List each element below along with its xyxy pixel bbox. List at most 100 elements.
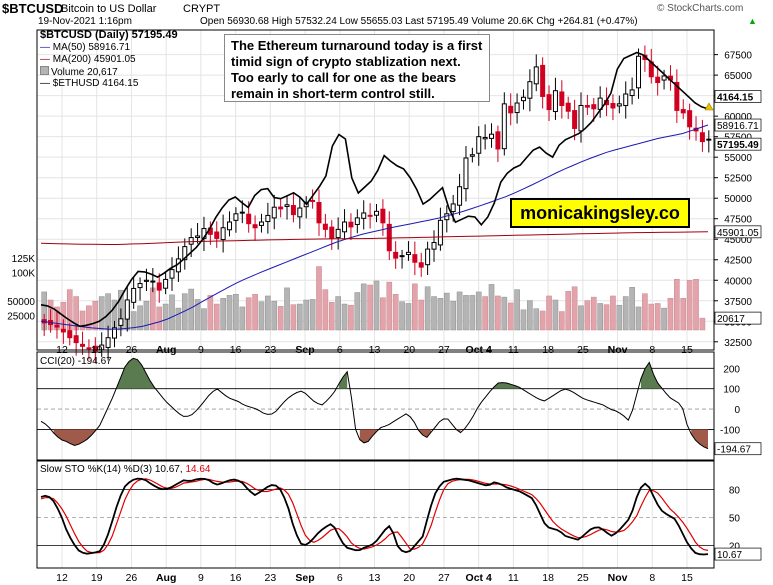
- x-tick-label-bottom: 26: [126, 572, 138, 584]
- candle-body: [60, 328, 66, 333]
- x-tick-label-bottom: 18: [542, 572, 554, 584]
- volume-bar: [654, 303, 661, 331]
- candle-body: [610, 102, 616, 109]
- volume-swatch-icon: [40, 66, 49, 75]
- candle-body: [111, 327, 117, 339]
- candle-body: [457, 186, 463, 206]
- x-tick-label-main: 16: [230, 344, 242, 356]
- volume-bar: [482, 296, 488, 331]
- volume-bar: [629, 287, 635, 331]
- x-tick-label-bottom: 27: [438, 572, 450, 584]
- price-tick-label: 37500: [724, 297, 752, 308]
- volume-bar: [463, 295, 469, 331]
- candle-body: [450, 203, 456, 213]
- legend-volume: Volume 20,617: [40, 66, 118, 79]
- price-tick-label: 52500: [724, 174, 752, 185]
- last-bar-marker-icon: [704, 102, 714, 111]
- legend-eth: — $ETHUSD 4164.15: [40, 78, 139, 89]
- ma200-tag-bg: [714, 225, 762, 239]
- x-tick-label-main: 18: [542, 344, 554, 356]
- last-price-tag-bg: [714, 137, 762, 151]
- x-tick-label-main: 23: [264, 344, 276, 356]
- volume-bar: [661, 307, 667, 331]
- volume-bar: [156, 306, 163, 331]
- candle-body: [482, 136, 488, 140]
- x-tick-label-bottom: 19: [91, 572, 103, 584]
- cci-overbought-fill: [640, 362, 662, 389]
- x-tick-label-main: 27: [438, 344, 450, 356]
- x-tick-label-main: Oct 4: [466, 344, 492, 356]
- volume-bar: [699, 317, 706, 331]
- volume-bar: [188, 288, 194, 331]
- panel-frame-1: [36, 351, 715, 461]
- volume-bar: [443, 292, 450, 331]
- volume-bar: [412, 283, 418, 331]
- x-tick-label-main: 26: [126, 344, 138, 356]
- volume-bar: [86, 305, 92, 331]
- eth-tag: 4164.15: [717, 92, 754, 103]
- candle-body: [137, 283, 143, 289]
- candle-body: [584, 105, 590, 108]
- sto-d-line: [40, 478, 709, 554]
- volume-bar: [405, 303, 412, 331]
- exchange-label: CRYPT: [183, 3, 221, 15]
- candle-body: [399, 255, 405, 258]
- instrument-name: Bitcoin to US Dollar: [61, 3, 157, 15]
- legend-volume-text: Volume 20,617: [51, 67, 118, 78]
- volume-tag-bg: [714, 311, 762, 325]
- volume-bar: [520, 309, 527, 331]
- volume-bar: [220, 298, 226, 331]
- ma200-tag: 45901.05: [717, 228, 759, 239]
- price-tick-label: 50000: [724, 194, 752, 205]
- candle-body: [469, 154, 475, 157]
- volume-bar: [137, 305, 143, 331]
- candle-body: [514, 102, 520, 114]
- ticker-symbol: $BTCUSD: [2, 1, 64, 16]
- volume-bar: [207, 295, 214, 331]
- candle-body: [680, 109, 686, 114]
- candle-body: [284, 204, 290, 207]
- volume-bar: [367, 284, 373, 331]
- candle-body: [246, 213, 252, 225]
- x-tick-label-main: Nov: [608, 344, 628, 356]
- candle-body: [80, 343, 86, 347]
- candle-body: [418, 262, 424, 268]
- volume-bar: [92, 300, 99, 331]
- volume-bar: [392, 293, 399, 331]
- candle-body: [265, 214, 271, 223]
- candle-body: [520, 96, 526, 102]
- candle-body: [425, 248, 431, 266]
- volume-bar: [239, 306, 246, 331]
- candle-body: [131, 287, 137, 303]
- x-tick-label-main: 20: [403, 344, 415, 356]
- cci-overbought-fill: [338, 371, 348, 389]
- volume-bar: [437, 298, 444, 331]
- axes-layer: 3250035000375004000042500450004750050000…: [7, 29, 762, 584]
- volume-bar: [616, 304, 623, 331]
- candle-body: [616, 103, 622, 107]
- candle-body: [278, 206, 284, 210]
- x-tick-label-main: 19: [91, 344, 103, 356]
- volume-bar: [354, 292, 361, 331]
- candle-body: [335, 228, 341, 239]
- volume-bar: [456, 291, 463, 331]
- volume-bar: [686, 280, 693, 331]
- candle-body: [591, 104, 597, 110]
- ma50-tag: 58916.71: [717, 121, 759, 132]
- volume-tick-label: 25000: [7, 312, 35, 323]
- cci-tick-label: 0: [734, 405, 740, 416]
- candle-body: [578, 104, 584, 132]
- volume-bar: [603, 304, 610, 331]
- candle-body: [342, 221, 348, 233]
- candle-body: [220, 227, 226, 241]
- volume-tag: 20617: [717, 314, 745, 325]
- volume-bar: [316, 266, 322, 331]
- candle-body: [310, 199, 316, 202]
- volume-bar: [418, 299, 425, 331]
- volume-bar: [539, 310, 546, 331]
- volume-bar: [271, 300, 278, 331]
- cci-tag: -194.67: [717, 445, 751, 456]
- eth-tag-bg: [714, 90, 762, 103]
- volume-bar: [252, 293, 258, 331]
